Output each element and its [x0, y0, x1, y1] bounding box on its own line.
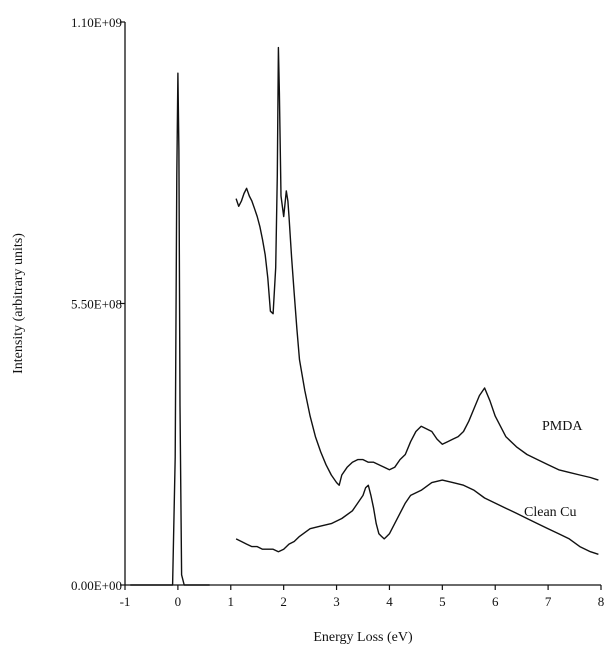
y-tick-label: 5.50E+08 [71, 297, 122, 312]
series-label-clean-cu: Clean Cu [524, 505, 577, 520]
x-tick-label: 7 [545, 594, 552, 609]
x-tick-label: 6 [492, 594, 499, 609]
x-axis-title: Energy Loss (eV) [313, 630, 413, 645]
x-tick-label: -1 [120, 594, 131, 609]
series-group [130, 46, 599, 586]
series-line-clean_cu [235, 479, 599, 555]
x-tick-label: 2 [280, 594, 287, 609]
x-tick-label: 4 [386, 594, 393, 609]
x-tick-label: 0 [175, 594, 182, 609]
x-ticks: -1 0 1 2 3 4 5 6 7 8 [120, 585, 605, 609]
series-line-pmda [235, 46, 599, 486]
y-ticks: 0.00E+00 5.50E+08 1.10E+09 [71, 15, 125, 593]
series-label-pmda: PMDA [542, 419, 583, 434]
x-tick-label: 5 [439, 594, 446, 609]
x-tick-label: 1 [228, 594, 235, 609]
series-line-elastic [130, 72, 210, 586]
axes [124, 22, 601, 586]
y-tick-label: 1.10E+09 [71, 15, 122, 30]
x-tick-label: 8 [598, 594, 605, 609]
x-tick-label: 3 [333, 594, 340, 609]
y-tick-label: 0.00E+00 [71, 578, 122, 593]
y-axis-title: Intensity (arbitrary units) [11, 233, 26, 374]
